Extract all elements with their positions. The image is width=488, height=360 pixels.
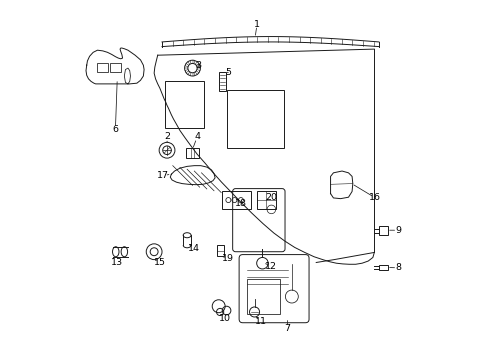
Bar xyxy=(186,148,199,158)
Text: 4: 4 xyxy=(194,132,200,141)
Text: 9: 9 xyxy=(395,226,401,235)
Text: 1: 1 xyxy=(254,19,260,28)
Text: 12: 12 xyxy=(265,262,277,271)
Bar xyxy=(378,265,387,270)
Bar xyxy=(97,63,108,72)
Text: 13: 13 xyxy=(111,258,123,267)
Text: 3: 3 xyxy=(194,61,201,70)
Bar xyxy=(164,81,204,128)
Text: 11: 11 xyxy=(254,317,266,326)
Text: 20: 20 xyxy=(265,193,277,202)
Text: 15: 15 xyxy=(154,258,166,267)
Bar xyxy=(221,192,250,209)
Bar xyxy=(257,192,275,209)
Bar xyxy=(219,72,225,91)
Text: 8: 8 xyxy=(395,264,401,273)
Text: 14: 14 xyxy=(188,244,200,253)
Bar xyxy=(378,226,387,234)
Text: 5: 5 xyxy=(225,68,231,77)
Bar xyxy=(226,90,284,148)
Text: 18: 18 xyxy=(234,199,246,208)
Bar xyxy=(247,279,279,315)
Text: 7: 7 xyxy=(284,324,290,333)
Bar xyxy=(110,63,121,72)
Text: 10: 10 xyxy=(218,314,230,323)
Bar xyxy=(216,245,223,256)
Text: 16: 16 xyxy=(368,193,381,202)
Text: 6: 6 xyxy=(112,125,118,134)
Text: 2: 2 xyxy=(164,132,170,141)
Text: 19: 19 xyxy=(222,255,234,264)
Text: 17: 17 xyxy=(157,171,169,180)
